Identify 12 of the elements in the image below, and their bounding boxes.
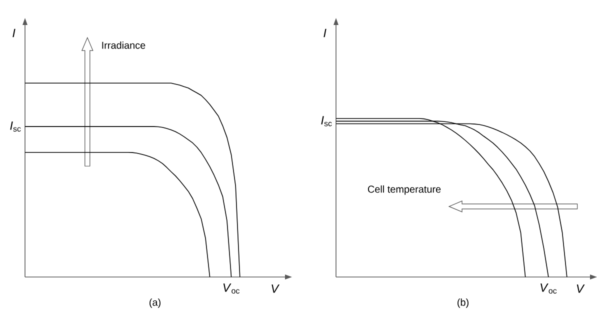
text: (a): [150, 298, 160, 308]
text: Irradiance: [102, 42, 146, 49]
y-axis-title: I: [324, 28, 326, 38]
text: (b): [458, 298, 468, 308]
y-axis-title: I: [12, 28, 16, 38]
text: I$_{sc}$: [321, 116, 332, 126]
x-axis-title: V: [576, 284, 585, 293]
x-axis-title: V: [272, 284, 280, 293]
text: V$_{oc}$: [223, 284, 240, 294]
annotation: Cell temperature: [368, 185, 441, 195]
text: I$_{sc}$: [10, 122, 21, 132]
text: V$_{oc}$: [540, 284, 557, 294]
